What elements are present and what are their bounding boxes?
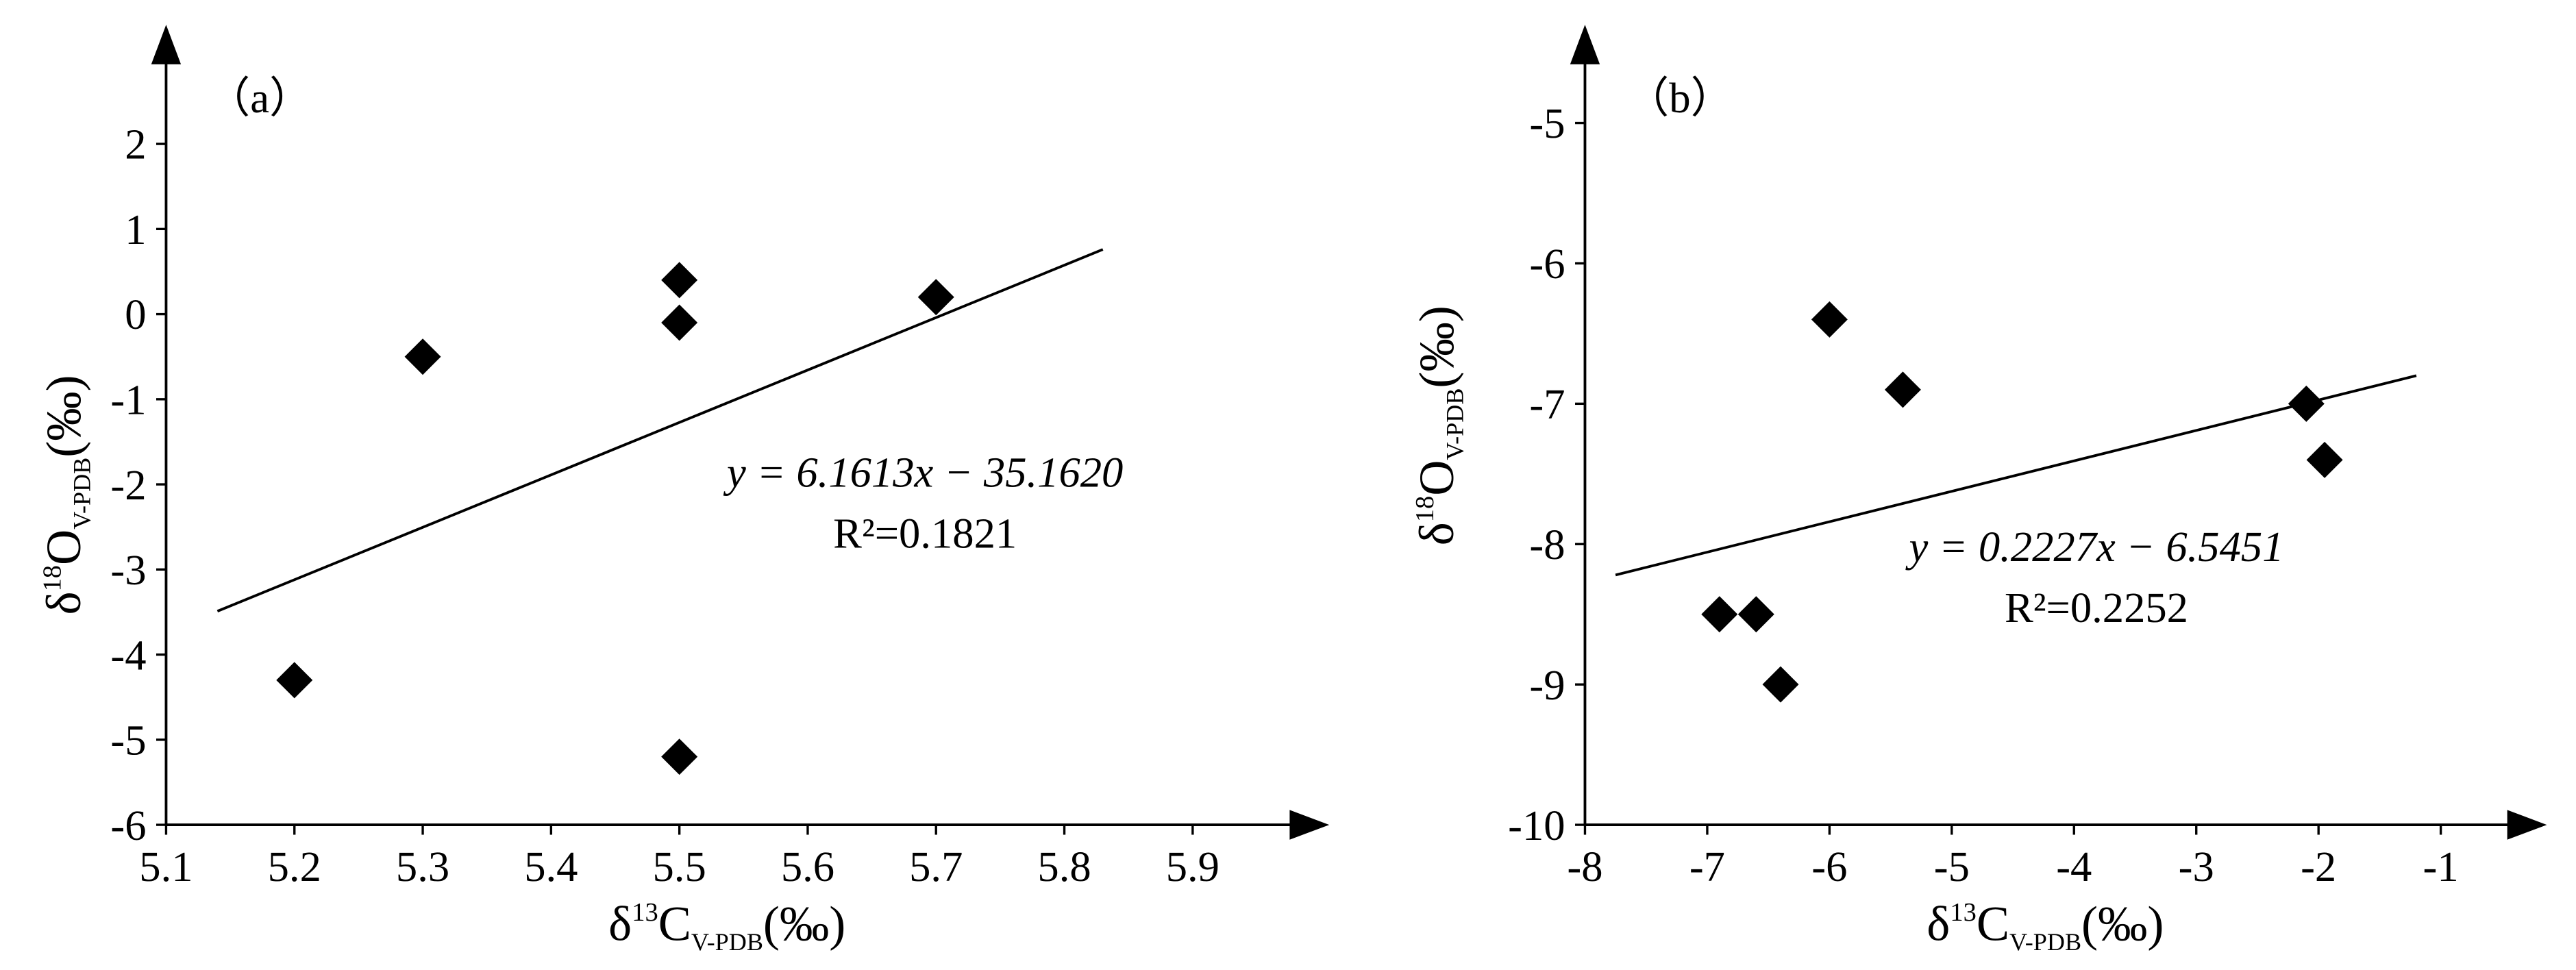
y-arrow: [1570, 25, 1600, 64]
x-tick-label: -7: [1689, 843, 1725, 891]
r-squared: R²=0.2252: [2005, 584, 2188, 632]
x-tick-label: 5.2: [268, 843, 321, 891]
label-main: O: [1409, 460, 1464, 496]
point: [917, 279, 954, 316]
label-sub: V-PDB: [2009, 928, 2081, 956]
y-tick-label: -1: [110, 376, 146, 424]
point: [661, 304, 698, 341]
y-tick-label: -2: [110, 461, 146, 509]
panel-label: （a）: [208, 74, 312, 122]
y-tick-label: -5: [1529, 99, 1565, 147]
label-symbol: δ: [36, 591, 91, 614]
y-tick-label: -8: [1529, 521, 1565, 569]
x-tick-label: -5: [1934, 843, 1970, 891]
y-tick-label: -5: [110, 717, 146, 764]
x-arrow: [1289, 810, 1330, 840]
label-unit: (‰): [2081, 897, 2164, 952]
label-sub: V-PDB: [1441, 388, 1468, 460]
y-tick-label: -9: [1529, 661, 1565, 709]
y-tick-label: -7: [1529, 380, 1565, 428]
label-sup: 13: [632, 898, 658, 927]
label-main: C: [1977, 897, 2009, 952]
x-tick-label: 5.9: [1166, 843, 1219, 891]
y-tick-label: -6: [110, 801, 146, 849]
label-sup: 13: [1950, 898, 1977, 927]
label-unit: (‰): [763, 897, 845, 952]
y-tick-label: -6: [1529, 240, 1565, 288]
y-tick-label: -3: [110, 546, 146, 594]
x-tick-label: -6: [1811, 843, 1847, 891]
label-symbol: δ: [1927, 897, 1950, 952]
point: [1811, 301, 1848, 338]
point: [661, 738, 698, 775]
trend-line: [1615, 374, 2417, 577]
axis-label: δ18OV-PDB(‰): [1409, 306, 1468, 545]
y-arrow: [151, 25, 182, 64]
x-tick-label: 5.7: [909, 843, 963, 891]
label-sup: 18: [38, 565, 66, 592]
axis-label: δ18OV-PDB(‰): [36, 375, 95, 614]
label-unit: (‰): [36, 375, 91, 457]
panel-label: （b）: [1626, 74, 1734, 122]
y-tick-label: 0: [125, 290, 146, 338]
x-tick-label: -3: [2179, 843, 2214, 891]
axis-label: δ13CV-PDB(‰): [1927, 897, 2164, 956]
panel: -8 -7 -6 -5 -4 -3 -2 -1 -10 -9 -8 -7 -6 -5 （b） y = 0.22…: [1409, 25, 2547, 956]
label-sub: V-PDB: [69, 458, 96, 530]
panel: 5.1 5.2 5.3 5.4 5.5 5.6 5.7 5.8 5.9 -6 -5 -4 -3 -2 -1 0…: [36, 25, 1330, 956]
point: [661, 262, 698, 299]
label-symbol: δ: [1409, 522, 1464, 545]
x-tick-label: 5.6: [781, 843, 834, 891]
equation: y = 0.2227x − 6.5451: [1905, 523, 2283, 571]
point: [404, 338, 441, 375]
y-tick-label: 1: [125, 206, 146, 253]
y-tick-label: 2: [125, 121, 146, 169]
x-tick-label: 5.5: [653, 843, 706, 891]
x-tick-label: 5.4: [524, 843, 578, 891]
x-tick-label: -4: [2056, 843, 2092, 891]
x-tick-label: 5.8: [1037, 843, 1091, 891]
y-tick-label: -4: [110, 631, 146, 679]
x-arrow: [2507, 810, 2547, 840]
x-tick-label: -8: [1567, 843, 1602, 891]
axis-label: δ13CV-PDB(‰): [608, 897, 845, 956]
y-tick-label: -10: [1508, 801, 1565, 849]
label-main: C: [658, 897, 691, 952]
label-main: O: [36, 530, 91, 565]
label-sub: V-PDB: [691, 928, 763, 956]
point: [1762, 666, 1799, 703]
equation: y = 6.1613x − 35.1620: [723, 448, 1123, 496]
label-unit: (‰): [1409, 306, 1464, 388]
x-tick-label: 5.3: [396, 843, 449, 891]
x-tick-label: -2: [2301, 843, 2336, 891]
point: [2306, 441, 2343, 478]
point: [1737, 596, 1774, 633]
point: [276, 662, 313, 699]
x-tick-label: 5.1: [139, 843, 193, 891]
label-sup: 18: [1411, 496, 1439, 523]
x-tick-label: -1: [2423, 843, 2459, 891]
label-symbol: δ: [608, 897, 632, 952]
point: [1701, 596, 1738, 633]
point: [1884, 371, 1921, 408]
r-squared: R²=0.1821: [833, 510, 1017, 558]
trend-line: [216, 248, 1104, 612]
